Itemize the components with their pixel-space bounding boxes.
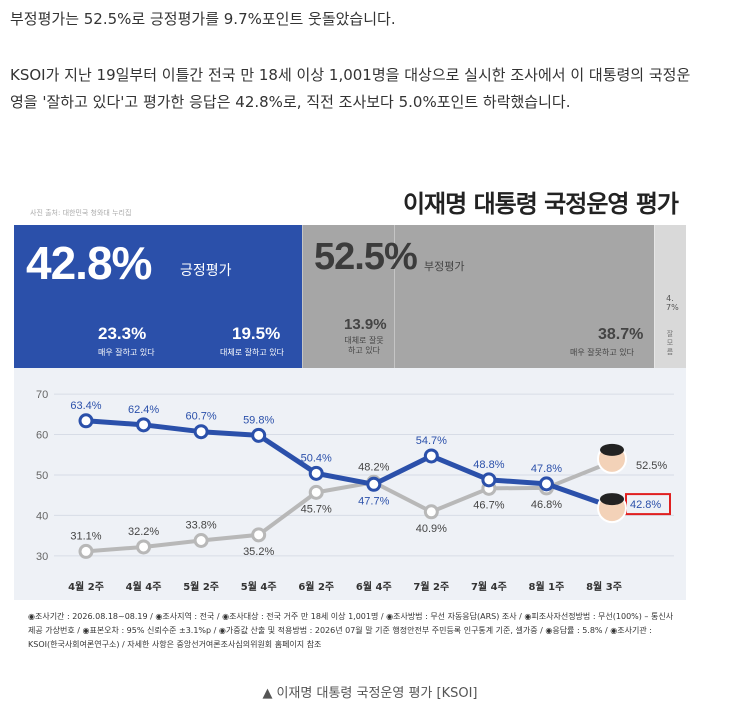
- caption-text: 이재명 대통령 국정운영 평가 [KSOI]: [276, 686, 478, 701]
- portrait-hair-icon: [600, 493, 624, 506]
- caption-triangle-icon: ▲: [262, 686, 273, 701]
- negative-data-label: 40.9%: [416, 523, 447, 535]
- positive-data-label: 42.8%: [630, 499, 661, 511]
- x-tick-label: 7월 4주: [471, 581, 507, 593]
- article-paragraph-2: KSOI가 지난 19일부터 이틀간 전국 만 18세 이상 1,001명을 대…: [10, 66, 691, 111]
- negative-point: [136, 539, 152, 555]
- positive-data-label: 62.4%: [128, 404, 159, 416]
- positive-point: [308, 465, 324, 481]
- positive-data-label: 47.7%: [358, 495, 389, 507]
- survey-footnote: ◉조사기간 : 2026.08.18~08.19 / ◉조사지역 : 전국 / …: [28, 612, 674, 649]
- band-divider: [302, 225, 303, 368]
- positive-data-label: 54.7%: [416, 435, 447, 447]
- negative-data-label: 31.1%: [70, 530, 101, 542]
- dont-know-label: 잘 모름: [666, 330, 674, 356]
- photo-credit: 사진 출처: 대한민국 청와대 누리집: [30, 209, 132, 217]
- positive-point: [193, 424, 209, 440]
- negative-point: [193, 532, 209, 548]
- somewhat-negative-label: 대체로 잘못하고 있다: [344, 336, 384, 355]
- somewhat-positive-value: 19.5%: [232, 324, 281, 343]
- dont-know-band: [654, 225, 686, 368]
- negative-data-label: 33.8%: [186, 519, 217, 531]
- positive-data-label: 59.8%: [243, 414, 274, 426]
- trend-line-chart: 30 40 50 60 70 4월 2주 4월 4주 5월 2주 5월 4주 6월 2주 6월 4주…: [36, 389, 674, 593]
- figure-caption: ▲ 이재명 대통령 국정운영 평가 [KSOI]: [0, 682, 740, 701]
- positive-data-label: 48.8%: [473, 459, 504, 471]
- x-tick-label: 6월 2주: [298, 581, 334, 593]
- positive-point: [136, 417, 152, 433]
- x-tick-label: 6월 4주: [356, 581, 392, 593]
- y-tick-label: 50: [36, 470, 48, 482]
- positive-data-label: 50.4%: [301, 452, 332, 464]
- plot-background: [14, 368, 686, 600]
- y-tick-label: 40: [36, 510, 48, 522]
- x-tick-label: 7월 2주: [413, 581, 449, 593]
- positive-data-label: 63.4%: [70, 400, 101, 412]
- x-tick-label: 4월 4주: [126, 581, 162, 593]
- article-paragraph-1: 부정평가는 52.5%로 긍정평가를 9.7%포인트 웃돌았습니다.: [10, 10, 396, 28]
- negative-total-value: 52.5%: [314, 236, 418, 278]
- y-tick-label: 70: [36, 389, 48, 401]
- negative-data-label: 52.5%: [636, 460, 667, 472]
- negative-band: [302, 225, 654, 368]
- positive-point: [481, 472, 497, 488]
- very-positive-label: 매우 잘하고 있다: [98, 348, 155, 357]
- somewhat-negative-value: 13.9%: [344, 316, 387, 333]
- positive-point: [538, 476, 554, 492]
- negative-point: [251, 527, 267, 543]
- negative-point: [78, 543, 94, 559]
- x-tick-label: 4월 2주: [68, 581, 104, 593]
- very-positive-value: 23.3%: [98, 324, 147, 343]
- negative-data-label: 35.2%: [243, 546, 274, 558]
- approval-rating-figure: 사진 출처: 대한민국 청와대 누리집 이재명 대통령 국정운영 평가 42.8…: [14, 178, 686, 660]
- dont-know-value: 4.7%: [666, 294, 679, 312]
- x-tick-label: 8월 1주: [529, 581, 565, 593]
- very-negative-value: 38.7%: [598, 326, 644, 343]
- y-tick-label: 30: [36, 551, 48, 563]
- negative-point: [423, 504, 439, 520]
- x-tick-label: 5월 2주: [183, 581, 219, 593]
- negative-data-label: 45.7%: [301, 503, 332, 515]
- portrait-hair-icon: [600, 443, 624, 456]
- negative-total-label: 부정평가: [424, 260, 465, 273]
- y-tick-label: 60: [36, 430, 48, 442]
- positive-point: [366, 476, 382, 492]
- positive-point: [251, 427, 267, 443]
- x-tick-label: 5월 4주: [241, 581, 277, 593]
- positive-total-label: 긍정평가: [180, 263, 232, 279]
- somewhat-positive-label: 대체로 잘하고 있다: [220, 348, 284, 357]
- negative-series-line: [85, 463, 605, 554]
- positive-point: [78, 413, 94, 429]
- negative-point: [308, 484, 324, 500]
- positive-series-line: [85, 418, 605, 507]
- band-divider: [394, 225, 395, 368]
- x-tick-label: 8월 3주: [586, 581, 622, 593]
- positive-band: [14, 225, 302, 368]
- positive-data-label: 60.7%: [186, 411, 217, 423]
- positive-total-value: 42.8%: [26, 237, 152, 289]
- positive-data-label: 47.8%: [531, 463, 562, 475]
- negative-data-label: 48.2%: [358, 461, 389, 473]
- chart-title: 이재명 대통령 국정운영 평가: [402, 190, 679, 218]
- very-negative-label: 매우 잘못하고 있다: [570, 348, 634, 357]
- negative-data-label: 46.8%: [531, 499, 562, 511]
- negative-data-label: 46.7%: [473, 499, 504, 511]
- positive-point: [423, 448, 439, 464]
- negative-data-label: 32.2%: [128, 526, 159, 538]
- band-divider: [654, 225, 655, 368]
